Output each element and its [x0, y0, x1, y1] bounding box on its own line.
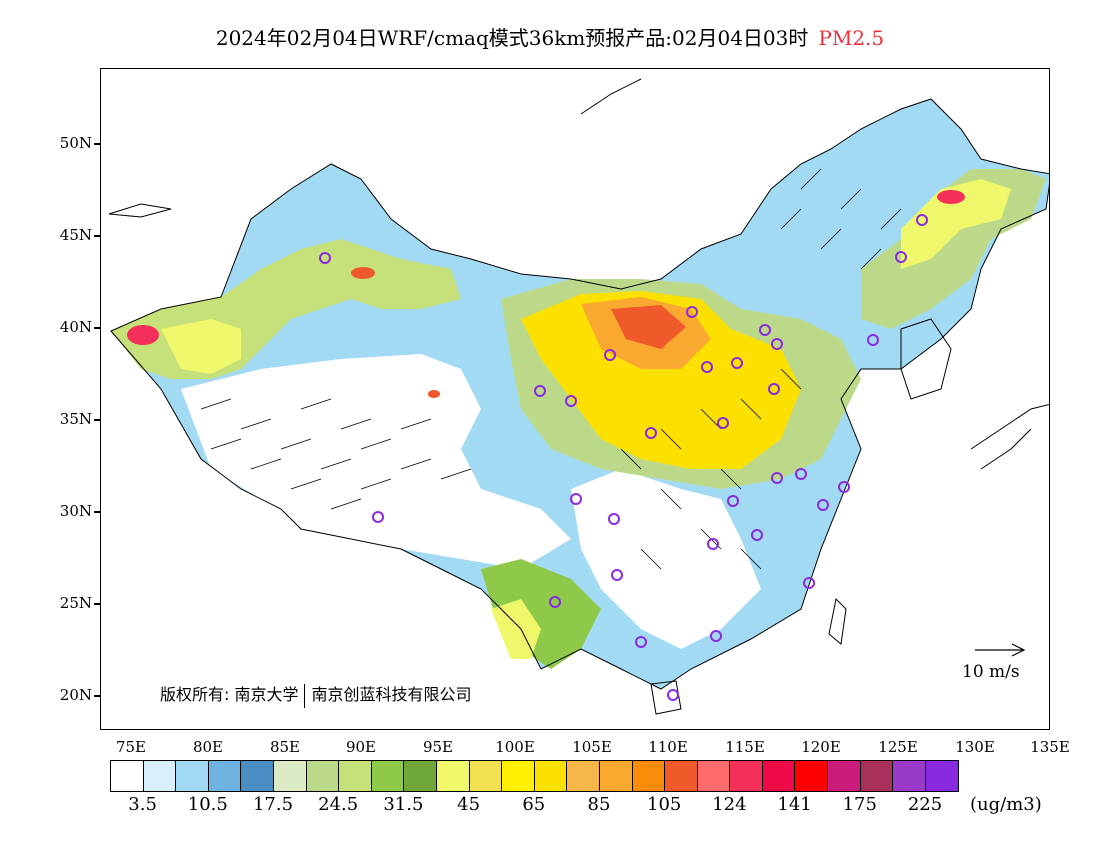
y-tick — [94, 143, 100, 145]
x-tick-label: 110E — [648, 738, 688, 756]
colorbar-swatch — [730, 761, 763, 791]
colorbar-swatch — [241, 761, 274, 791]
colorbar-swatch — [697, 761, 731, 791]
y-tick — [94, 327, 100, 329]
colorbar-label: 85 — [587, 794, 611, 815]
taiwan-outline — [828, 597, 847, 645]
colorbar-unit: (ug/m3) — [970, 794, 1042, 815]
colorbar-swatch — [665, 761, 698, 791]
region-fill-northwest-yellow — [161, 319, 241, 374]
x-tick-label: 85E — [269, 738, 301, 756]
colorbar-swatch — [860, 761, 894, 791]
sakhalin-outline — [580, 78, 642, 115]
hotspot-turpan — [351, 267, 375, 279]
reference-vector-arrow-icon — [975, 643, 1026, 657]
kazakh-lake — [108, 203, 172, 218]
y-tick — [94, 419, 100, 421]
region-fill-north-yellow — [521, 291, 801, 469]
y-tick — [94, 511, 100, 513]
map-panel — [100, 68, 1050, 730]
copyright-divider — [304, 683, 306, 708]
colorbar-swatch — [404, 761, 437, 791]
reference-vector-label: 10 m/s — [962, 662, 1020, 682]
region-fill-clean — [181, 354, 571, 569]
x-tick-label: 80E — [192, 738, 224, 756]
colorbar-swatch — [893, 761, 926, 791]
x-tick-label: 120E — [801, 738, 841, 756]
colorbar-swatch — [795, 761, 829, 791]
colorbar-swatch — [567, 761, 600, 791]
region-fill-south-clean — [571, 469, 761, 649]
colorbar-swatch — [371, 761, 405, 791]
colorbar-swatch — [762, 761, 796, 791]
colorbar-label: 17.5 — [252, 794, 294, 815]
x-tick-label: 135E — [1030, 738, 1070, 756]
colorbar-swatch — [599, 761, 633, 791]
colorbar-swatch — [632, 761, 666, 791]
colorbar-swatch — [828, 761, 861, 791]
region-fill-southwest — [481, 559, 601, 669]
colorbar-swatch — [534, 761, 568, 791]
y-tick — [94, 235, 100, 237]
y-tick-label: 35N — [59, 410, 92, 428]
x-tick-label: 90E — [345, 738, 377, 756]
y-tick-label: 25N — [59, 594, 92, 612]
colorbar-swatch — [273, 761, 307, 791]
y-tick-label: 50N — [59, 134, 92, 152]
title-main: 2024年02月04日WRF/cmaq模式36km预报产品:02月04日03时 — [215, 26, 809, 50]
y-tick-label: 45N — [59, 226, 92, 244]
copyright-left: 版权所有: 南京大学 — [160, 685, 299, 704]
colorbar-swatch — [502, 761, 535, 791]
hotspot-northeast — [937, 190, 965, 204]
y-tick — [94, 695, 100, 697]
region-fill-north-red — [611, 305, 686, 349]
y-tick-label: 40N — [59, 318, 92, 336]
colorbar-swatch — [143, 761, 177, 791]
y-tick-label: 30N — [59, 502, 92, 520]
x-tick-label: 100E — [495, 738, 535, 756]
colorbar-swatch — [339, 761, 372, 791]
colorbar-swatch — [306, 761, 340, 791]
x-tick-label: 115E — [725, 738, 765, 756]
colorbar — [110, 760, 960, 792]
copyright-text: 版权所有: 南京大学 南京创蓝科技有限公司 — [160, 681, 472, 708]
hotspot-kashgar — [127, 325, 159, 345]
colorbar-label: 225 — [907, 794, 943, 815]
colorbar-label: 3.5 — [128, 794, 157, 815]
colorbar-swatch — [111, 761, 144, 791]
colorbar-swatch — [208, 761, 242, 791]
colorbar-swatch — [925, 761, 959, 791]
x-tick-label: 130E — [955, 738, 995, 756]
station-markers — [319, 214, 928, 701]
x-tick-label: 95E — [422, 738, 454, 756]
x-tick-label: 75E — [115, 738, 147, 756]
colorbar-label: 141 — [777, 794, 812, 815]
colorbar-swatch — [469, 761, 503, 791]
x-tick-label: 105E — [572, 738, 612, 756]
colorbar-label: 124 — [712, 794, 747, 815]
colorbar-swatch — [436, 761, 470, 791]
colorbar-swatch — [176, 761, 209, 791]
region-fill-northeast-yellow — [901, 179, 1011, 269]
korea-outline — [900, 318, 952, 400]
colorbar-label: 45 — [457, 794, 481, 815]
copyright-right: 南京创蓝科技有限公司 — [311, 685, 472, 704]
colorbar-label: 105 — [647, 794, 682, 815]
chart-title: 2024年02月04日WRF/cmaq模式36km预报产品:02月04日03时 P… — [0, 22, 1100, 51]
colorbar-label: 31.5 — [383, 794, 424, 815]
china-boundary — [110, 98, 1049, 690]
colorbar-label: 24.5 — [318, 794, 359, 815]
y-tick-label: 20N — [59, 686, 92, 704]
title-pollutant: PM2.5 — [818, 26, 885, 50]
wind-vectors — [200, 168, 902, 570]
forecast-map — [108, 78, 1049, 715]
x-tick-label: 125E — [878, 738, 918, 756]
colorbar-label: 65 — [522, 794, 546, 815]
y-tick — [94, 603, 100, 605]
colorbar-label: 10.5 — [187, 794, 228, 815]
japan-outline — [970, 403, 1049, 470]
hotspot-qinghai — [428, 390, 440, 398]
colorbar-label: 175 — [842, 794, 877, 815]
hainan-outline — [650, 680, 682, 715]
